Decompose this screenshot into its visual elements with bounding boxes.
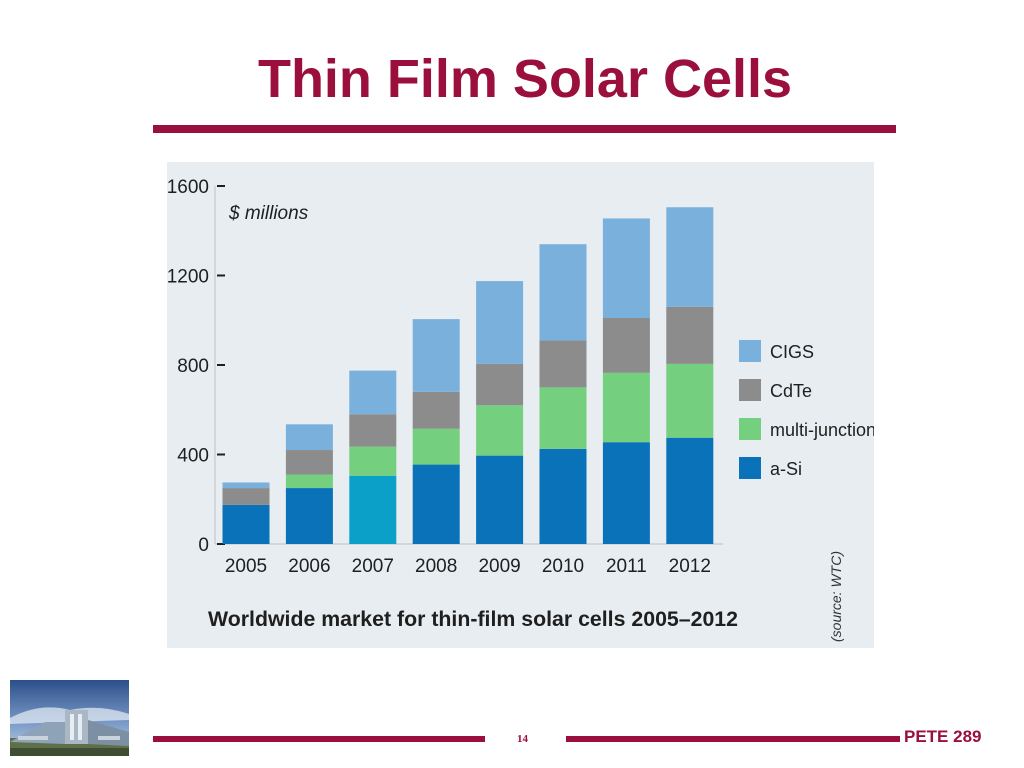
legend-swatch <box>739 457 761 479</box>
bar-multi-junction-2011 <box>602 372 650 443</box>
x-tick-label: 2011 <box>606 556 647 577</box>
building-photo-icon <box>10 680 129 756</box>
y-tick-label: 800 <box>177 356 209 377</box>
building-photo <box>10 680 129 756</box>
y-tick-label: 0 <box>198 535 209 556</box>
x-tick-label: 2008 <box>415 556 457 577</box>
bar-cdte-2008 <box>412 391 460 429</box>
y-tick-label: 400 <box>177 446 209 467</box>
y-tick-label: 1200 <box>167 267 209 288</box>
legend-swatch <box>739 418 761 440</box>
y-axis-unit-label: $ millions <box>228 203 309 224</box>
bar-a-si-2009 <box>476 455 524 544</box>
bar-cigs-2010 <box>539 244 587 341</box>
bar-a-si-2012 <box>666 437 714 544</box>
bar-a-si-2011 <box>602 442 650 544</box>
bar-cdte-2010 <box>539 340 587 388</box>
chart-panel: 0 400 800 1200 1600 2005 2006 2007 2008 2009 2010… <box>167 162 876 648</box>
slide-title: Thin Film Solar Cells <box>257 49 793 109</box>
bar-cdte-2009 <box>476 363 524 406</box>
legend-label: a-Si <box>770 459 802 479</box>
bar-cigs-2007 <box>349 370 397 415</box>
bar-multi-junction-2012 <box>666 363 714 438</box>
y-tick-label: 1600 <box>167 177 209 198</box>
bar-multi-junction-2010 <box>539 387 587 449</box>
footer-rule-right <box>566 736 900 742</box>
title-rule <box>153 125 896 133</box>
source-note: (source: WTC) <box>828 551 844 642</box>
legend: CIGS CdTe multi-junction a-Si <box>739 340 876 479</box>
x-tick-label: 2010 <box>542 556 584 577</box>
y-ticks: 0 400 800 1200 1600 <box>167 177 225 556</box>
bar-a-si-2005 <box>222 504 270 544</box>
bar-multi-junction-2009 <box>476 405 524 456</box>
bar-multi-junction-2006 <box>285 474 333 489</box>
bar-cdte-2005 <box>222 488 270 505</box>
bar-cigs-2006 <box>285 424 333 451</box>
bar-multi-junction-2007 <box>349 446 397 476</box>
x-tick-label: 2007 <box>352 556 394 577</box>
stacked-bar-chart: 0 400 800 1200 1600 2005 2006 2007 2008 2009 2010… <box>167 162 876 648</box>
bar-cigs-2008 <box>412 319 460 392</box>
x-tick-labels: 2005 2006 2007 2008 2009 2010 2011 2012 <box>225 556 711 577</box>
course-label: PETE 289 <box>904 727 982 746</box>
bar-cigs-2005 <box>222 482 270 489</box>
bar-a-si-2010 <box>539 448 587 544</box>
bar-cigs-2009 <box>476 281 524 364</box>
x-tick-label: 2012 <box>669 556 711 577</box>
page-number: 14 <box>517 733 528 745</box>
bars <box>222 207 714 544</box>
bar-multi-junction-2008 <box>412 428 460 465</box>
bar-cdte-2012 <box>666 306 714 364</box>
x-tick-label: 2005 <box>225 556 267 577</box>
bar-cigs-2012 <box>666 207 714 307</box>
footer-rule-left <box>153 736 485 742</box>
bar-a-si-2007 <box>349 475 397 544</box>
legend-swatch <box>739 340 761 362</box>
bar-cdte-2006 <box>285 450 333 475</box>
bar-cdte-2011 <box>602 318 650 373</box>
legend-swatch <box>739 379 761 401</box>
legend-label: CIGS <box>770 342 814 362</box>
bar-a-si-2008 <box>412 464 460 544</box>
x-tick-label: 2009 <box>478 556 520 577</box>
bar-cigs-2011 <box>602 218 650 319</box>
legend-label: multi-junction <box>770 420 874 440</box>
chart-title: Worldwide market for thin-film solar cel… <box>208 608 738 631</box>
bar-a-si-2006 <box>285 488 333 544</box>
x-tick-label: 2006 <box>288 556 330 577</box>
legend-label: CdTe <box>770 381 812 401</box>
bar-cdte-2007 <box>349 414 397 447</box>
